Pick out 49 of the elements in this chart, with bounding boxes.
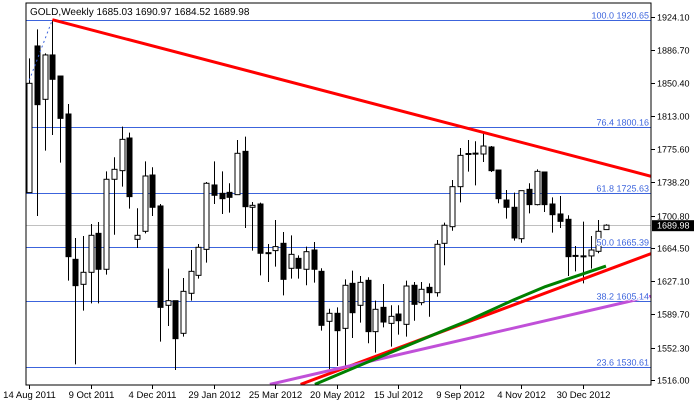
candlestick [558, 196, 564, 229]
candlestick [266, 244, 272, 283]
y-tick-label: 1738.20 [657, 178, 690, 188]
candlestick [334, 306, 340, 366]
x-tick-label: 30 Dec 2012 [556, 390, 610, 401]
y-tick-label: 1924.10 [657, 12, 690, 22]
candlestick [134, 208, 140, 248]
candlestick [112, 156, 118, 236]
x-tick-label: 9 Sep 2012 [436, 390, 485, 401]
y-tick-label: 1552.30 [657, 344, 690, 354]
ref-line-label: 61.8 1725.63 [596, 184, 649, 194]
y-tick-label: 1813.00 [657, 112, 690, 122]
candlestick [312, 241, 318, 284]
candlestick [442, 222, 448, 266]
y-tick-label: 1589.70 [657, 310, 690, 320]
candlestick [526, 182, 532, 214]
y-tick-label: 1850.40 [657, 78, 690, 88]
candlestick [272, 220, 278, 268]
y-tick-label: 1700.80 [657, 212, 690, 222]
candlestick [212, 160, 218, 205]
x-tick-label: 15 Jul 2012 [374, 390, 424, 401]
ref-line-label: 38.2 1605.14 [596, 292, 649, 302]
candlestick [504, 189, 510, 220]
ref-line-label: 76.4 1800.16 [596, 118, 649, 128]
y-tick-label: 1775.60 [657, 144, 690, 154]
candlestick [480, 131, 486, 163]
x-tick-label: 4 Nov 2012 [497, 390, 546, 401]
candlestick [326, 308, 332, 370]
candlestick [550, 196, 556, 234]
y-tick-label: 1664.50 [657, 244, 690, 254]
x-tick-label: 20 May 2012 [310, 390, 365, 401]
candlestick [380, 283, 386, 328]
candlestick [580, 221, 586, 284]
ref-line-label: 23.6 1530.61 [596, 358, 649, 368]
ref-line-label: 100.0 1920.65 [591, 10, 649, 20]
ref-line-label: 1689.98 [657, 220, 690, 231]
candlestick [426, 282, 432, 318]
x-tick-label: 29 Jan 2012 [188, 390, 241, 401]
candlestick [304, 246, 310, 286]
chart-title: GOLD,Weekly 1685.03 1690.97 1684.52 1689.98 [30, 7, 250, 18]
y-tick-label: 1886.70 [657, 46, 690, 56]
x-tick-label: 14 Aug 2011 [3, 390, 56, 401]
x-tick-label: 9 Oct 2011 [68, 390, 114, 401]
y-tick-label: 1627.10 [657, 276, 690, 286]
y-tick-label: 1516.00 [657, 376, 690, 386]
candlestick [358, 275, 364, 324]
candlestick [80, 236, 86, 312]
x-tick-label: 4 Dec 2011 [128, 390, 176, 401]
x-tick-label: 25 Mar 2012 [248, 390, 302, 401]
